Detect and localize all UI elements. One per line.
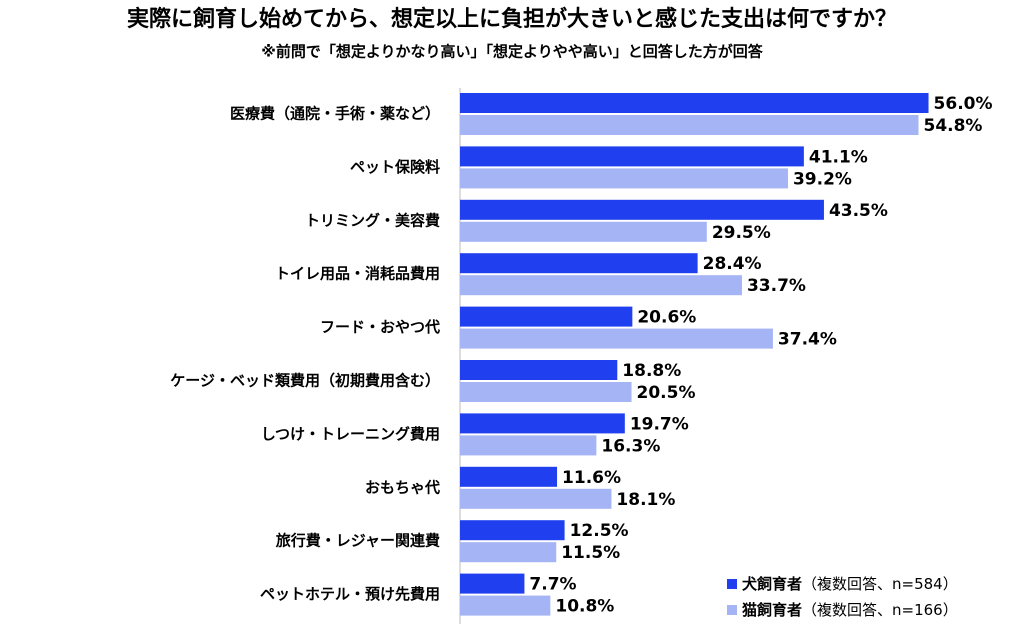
value-label: 18.8% — [622, 361, 681, 381]
bar — [460, 115, 919, 135]
value-label: 28.4% — [703, 254, 762, 274]
bar — [460, 595, 551, 616]
bar — [460, 382, 632, 402]
category-label: おもちゃ代 — [365, 478, 440, 496]
value-label: 16.3% — [601, 436, 660, 456]
category-label: トリミング・美容費 — [305, 211, 440, 229]
category-label: 医療費（通院・手術・薬など） — [230, 105, 440, 123]
bar — [460, 413, 625, 434]
bar — [460, 168, 788, 189]
chart-subtitle: ※前問で「想定よりかなり高い」「想定よりやや高い」と回答した方が回答 — [261, 43, 763, 61]
legend-name: 猫飼育者 — [742, 601, 802, 619]
bar — [460, 199, 824, 220]
value-label: 18.1% — [616, 490, 675, 510]
legend-name: 犬飼育者 — [742, 575, 802, 593]
value-label: 20.6% — [637, 308, 696, 328]
bar — [460, 93, 929, 113]
value-label: 11.6% — [562, 468, 621, 488]
bar — [460, 542, 557, 563]
value-label: 10.8% — [555, 597, 614, 617]
value-label: 19.7% — [630, 414, 689, 434]
value-label: 54.8% — [923, 116, 982, 136]
category-label: フード・おやつ代 — [320, 318, 440, 336]
legend-note: （複数回答、n=166） — [802, 601, 958, 619]
bar — [460, 573, 525, 594]
bar — [460, 435, 597, 456]
value-label: 7.7% — [529, 575, 576, 595]
category-label: ペットホテル・預け先費用 — [260, 585, 440, 603]
chart-title: 実際に飼育し始めてから、想定以上に負担が大きいと感じた支出は何ですか？ — [127, 6, 897, 32]
bar — [460, 275, 742, 296]
legend-swatch — [727, 579, 737, 589]
bar — [460, 306, 633, 327]
category-label: ケージ・ベッド類費用（初期費用含む） — [170, 372, 440, 390]
value-label: 39.2% — [793, 169, 852, 189]
category-label: トイレ用品・消耗品費用 — [275, 265, 440, 283]
bar — [460, 328, 773, 349]
bar — [460, 253, 698, 274]
value-label: 37.4% — [778, 330, 837, 350]
value-label: 56.0% — [934, 94, 993, 114]
bar — [460, 488, 612, 509]
value-label: 20.5% — [637, 383, 696, 403]
bar — [460, 221, 707, 242]
value-label: 29.5% — [712, 223, 771, 243]
value-label: 12.5% — [570, 521, 629, 541]
value-label: 11.5% — [561, 543, 620, 563]
bar — [460, 520, 565, 541]
value-label: 43.5% — [829, 201, 888, 221]
value-label: 41.1% — [809, 147, 868, 167]
bar — [460, 146, 804, 167]
bar — [460, 466, 558, 487]
legend-note: （複数回答、n=584） — [802, 575, 958, 593]
category-label: しつけ・トレーニング費用 — [261, 425, 440, 443]
legend-label: 犬飼育者（複数回答、n=584） — [742, 575, 958, 593]
category-label: 旅行費・レジャー関連費 — [276, 532, 440, 550]
bar — [460, 360, 618, 380]
legend-label: 猫飼育者（複数回答、n=166） — [742, 601, 958, 619]
value-label: 33.7% — [747, 276, 806, 296]
category-label: ペット保険料 — [350, 158, 440, 176]
legend-swatch — [727, 605, 737, 615]
